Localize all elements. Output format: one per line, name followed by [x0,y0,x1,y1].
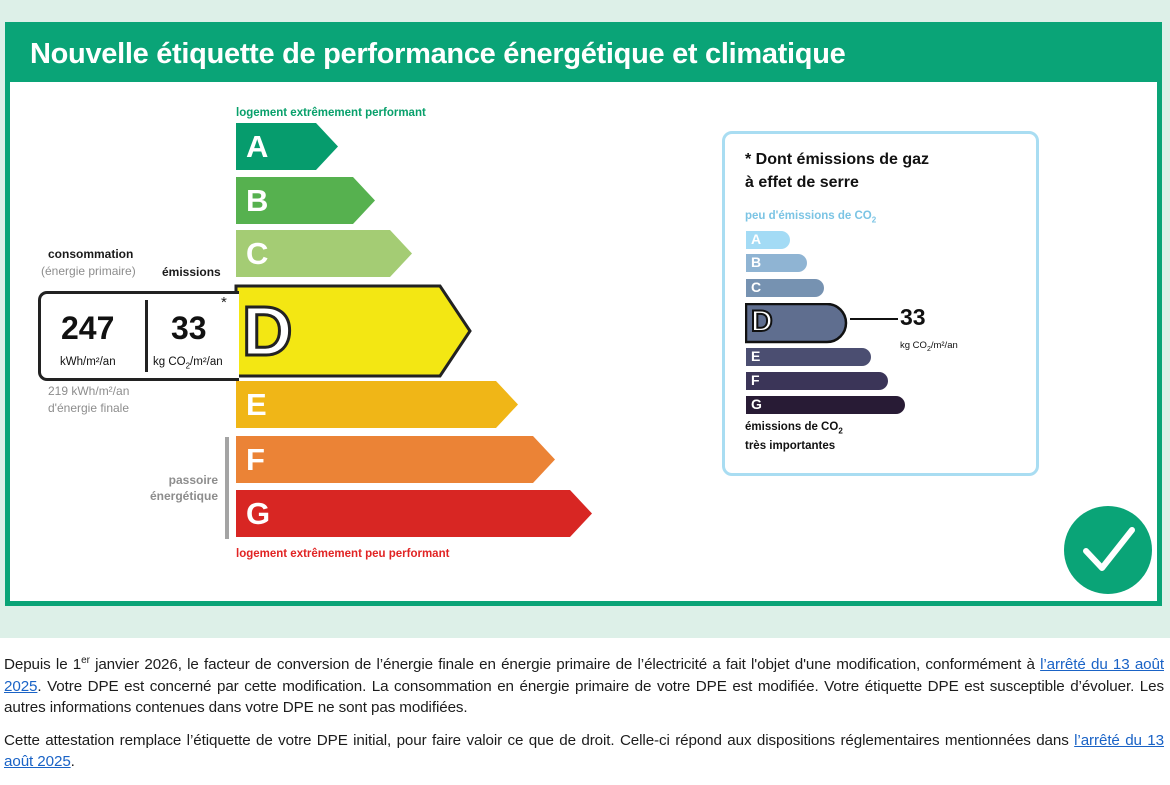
ges-class-a: A [745,230,791,250]
dpe-class-e: E [236,381,518,428]
ges-class-letter: E [751,348,761,364]
ges-class-letter: G [751,396,762,412]
explanation-text: Depuis le 1er janvier 2026, le facteur d… [4,650,1164,784]
ges-class-e: E [745,347,872,367]
consumption-value: 247 [61,310,115,346]
ges-class-c: C [745,278,825,298]
ges-title-line2: à effet de serre [745,174,859,191]
ges-class-letter: B [751,254,762,270]
top-scale-label: logement extrêmement performant [236,107,426,119]
paragraph-1: Depuis le 1er janvier 2026, le facteur d… [4,655,1164,717]
dpe-class-letter: F [246,442,265,477]
arrete-link-1[interactable]: l’arrêté du 13 août 2025 [4,656,1164,695]
asterisk-mark: * [221,294,227,311]
ges-class-b: B [745,253,808,273]
dpe-class-g: G [236,490,592,537]
energy-label-panel: Nouvelle étiquette de performance énergé… [5,22,1162,606]
emissions-value: 33 [171,310,207,346]
ges-value: 33 [900,304,926,330]
ges-class-letter: F [751,372,760,388]
ges-bottom-label-line2: très importantes [745,440,836,452]
arrete-link-2[interactable]: l’arrêté du 13 août 2025 [4,731,1164,771]
ges-title-line1: * Dont émissions de gaz [745,151,930,168]
ges-class-letter: D [750,304,774,339]
dpe-class-letter: D [241,291,295,372]
ges-panel: * Dont émissions de gaz à effet de serre… [722,131,1039,476]
title-bar: Nouvelle étiquette de performance énergé… [10,27,1157,82]
ges-top-label: peu d'émissions de CO2 [745,210,877,225]
ges-class-g: G [745,395,906,415]
passoire-line2: énergétique [149,489,218,503]
dpe-class-f: F [236,436,555,483]
dpe-class-a: A [236,123,338,170]
value-divider [145,300,148,372]
dpe-class-letter: C [246,236,269,271]
dpe-class-d: D [234,284,472,378]
bottom-scale-label: logement extrêmement peu performant [236,548,450,560]
label-section: Nouvelle étiquette de performance énergé… [0,0,1170,638]
dpe-class-letter: E [246,387,267,422]
dpe-class-letter: A [246,129,269,164]
emissions-label: émissions [162,265,221,279]
ges-class-letter: C [751,279,762,295]
final-energy-line1: 219 kWh/m²/an [48,384,130,398]
dpe-class-letter: G [246,496,271,531]
consumption-label: consommation [48,247,134,261]
ges-pointer-line [850,318,898,320]
ges-class-d: D [745,303,848,344]
page-title: Nouvelle étiquette de performance énergé… [30,38,846,70]
passoire-bracket [225,437,229,539]
dpe-class-b: B [236,177,375,224]
ges-unit: kg CO2/m²/an [900,340,958,353]
ges-bottom-label-line1: émissions de CO2 [745,421,843,436]
dpe-class-letter: B [246,183,269,218]
final-energy-line2: d'énergie finale [48,401,130,415]
paragraph-2: Cette attestation remplace l’étiquette d… [4,731,1164,771]
emissions-unit: kg CO2/m²/an [153,356,223,371]
consumption-sub-label: (énergie primaire) [41,264,136,278]
current-value-box: 247 kWh/m²/an 33 kg CO2/m²/an * [38,291,239,381]
check-circle-icon [1064,506,1152,594]
ges-class-letter: A [751,231,762,247]
dpe-class-c: C [236,230,412,277]
consumption-unit: kWh/m²/an [60,356,116,368]
ges-class-f: F [745,371,889,391]
passoire-line1: passoire [168,473,218,487]
